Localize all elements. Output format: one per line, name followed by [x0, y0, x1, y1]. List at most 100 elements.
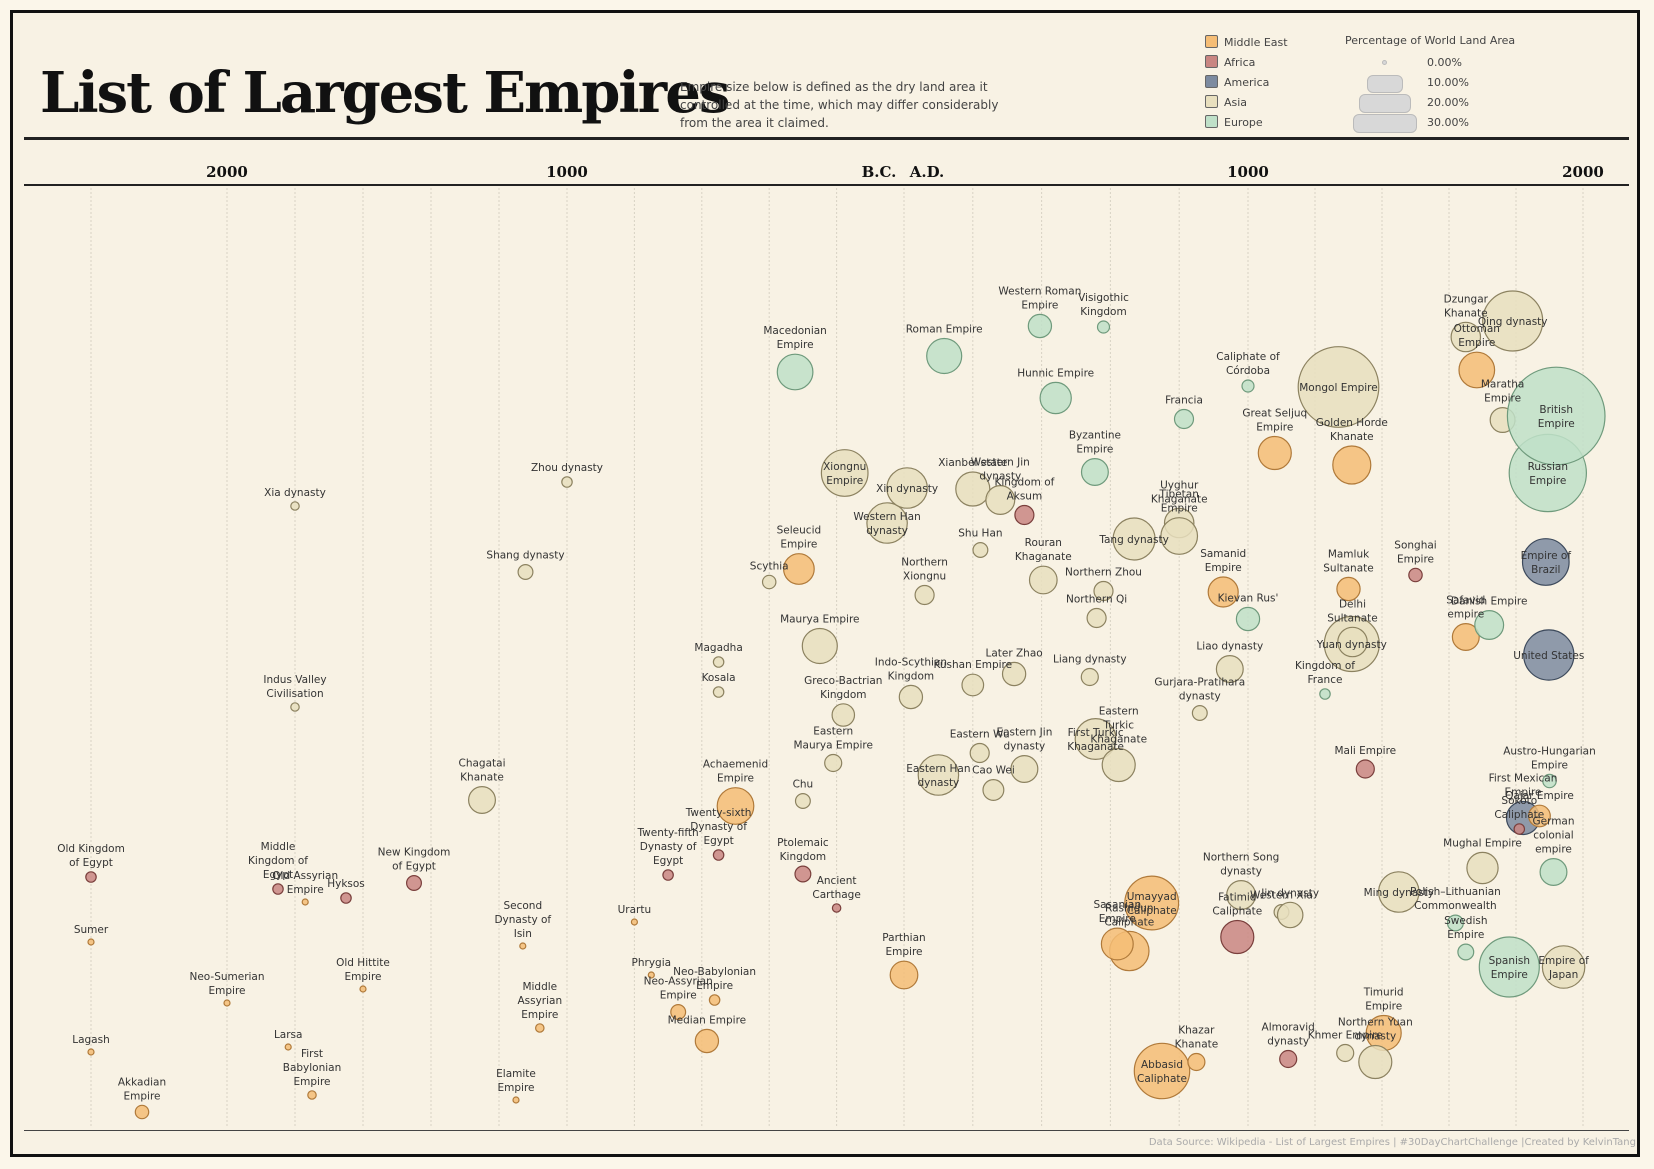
empire-bubble[interactable]	[982, 778, 1005, 801]
empire-bubble[interactable]	[1528, 804, 1551, 828]
empire-bubble[interactable]	[662, 869, 674, 881]
empire-bubble[interactable]	[1513, 823, 1526, 835]
empire-bubble[interactable]	[1336, 576, 1361, 602]
empire-bubble[interactable]	[1124, 875, 1180, 931]
empire-bubble[interactable]	[1191, 704, 1208, 721]
empire-bubble[interactable]	[716, 787, 755, 825]
empire-bubble[interactable]	[1279, 1049, 1298, 1069]
empire-bubble[interactable]	[284, 1043, 292, 1051]
empire-bubble[interactable]	[794, 792, 811, 809]
empire-bubble[interactable]	[1458, 351, 1496, 389]
empire-bubble[interactable]	[1207, 576, 1239, 608]
empire-bubble[interactable]	[134, 1104, 150, 1120]
empire-bubble[interactable]	[866, 502, 908, 544]
empire-bubble[interactable]	[85, 871, 97, 883]
empire-bubble[interactable]	[512, 1096, 520, 1104]
empire-bubble[interactable]	[1474, 609, 1505, 640]
empire-bubble[interactable]	[1187, 1052, 1206, 1072]
empire-bubble[interactable]	[926, 337, 963, 375]
empire-bubble[interactable]	[776, 353, 814, 391]
empire-bubble[interactable]	[712, 686, 725, 698]
empire-bubble[interactable]	[783, 553, 815, 585]
empire-bubble[interactable]	[1506, 366, 1606, 466]
empire-bubble[interactable]	[1086, 607, 1107, 629]
empire-bubble[interactable]	[1257, 435, 1292, 471]
empire-bubble[interactable]	[1027, 313, 1053, 339]
empire-bubble[interactable]	[1355, 759, 1375, 779]
empire-bubble[interactable]	[761, 574, 777, 590]
empire-bubble[interactable]	[1080, 458, 1109, 487]
empire-bubble[interactable]	[694, 1028, 720, 1054]
empire-bubble[interactable]	[917, 754, 960, 796]
empire-bubble[interactable]	[1478, 936, 1540, 998]
empire-bubble[interactable]	[1093, 580, 1114, 602]
empire-bubble[interactable]	[630, 918, 639, 926]
empire-bubble[interactable]	[801, 627, 838, 665]
empire-bubble[interactable]	[272, 883, 284, 895]
empire-bubble[interactable]	[1028, 565, 1058, 595]
empire-bubble[interactable]	[712, 849, 725, 861]
empire-bubble[interactable]	[290, 501, 300, 511]
empire-bubble[interactable]	[1521, 538, 1570, 586]
empire-bubble[interactable]	[1541, 945, 1586, 989]
empire-bubble[interactable]	[1408, 567, 1423, 583]
empire-bubble[interactable]	[307, 1090, 317, 1100]
empire-bubble[interactable]	[1160, 517, 1199, 555]
empire-bubble[interactable]	[534, 1023, 545, 1033]
empire-bubble[interactable]	[1001, 661, 1027, 687]
empire-bubble[interactable]	[1100, 927, 1134, 961]
empire-bubble[interactable]	[561, 476, 573, 488]
empire-bubble[interactable]	[1482, 290, 1544, 352]
empire-bubble[interactable]	[1542, 773, 1557, 789]
empire-bubble[interactable]	[1337, 626, 1368, 658]
empire-bubble[interactable]	[1319, 688, 1331, 700]
empire-bubble[interactable]	[223, 999, 231, 1007]
empire-bubble[interactable]	[1378, 871, 1420, 913]
empire-bubble[interactable]	[1039, 381, 1072, 415]
empire-bubble[interactable]	[1014, 504, 1035, 526]
empire-bubble[interactable]	[290, 702, 300, 712]
empire-bubble[interactable]	[340, 892, 352, 904]
empire-bubble[interactable]	[1235, 606, 1261, 632]
empire-bubble[interactable]	[1358, 1044, 1393, 1080]
empire-bubble[interactable]	[794, 865, 812, 883]
empire-bubble[interactable]	[985, 485, 1016, 516]
empire-bubble[interactable]	[1215, 654, 1244, 683]
empire-bubble[interactable]	[1539, 857, 1568, 886]
empire-bubble[interactable]	[87, 938, 95, 946]
empire-bubble[interactable]	[1112, 517, 1156, 561]
empire-bubble[interactable]	[1010, 754, 1039, 783]
empire-bubble[interactable]	[969, 742, 990, 764]
empire-bubble[interactable]	[301, 898, 309, 906]
empire-bubble[interactable]	[1450, 321, 1482, 353]
empire-bubble[interactable]	[1276, 901, 1304, 929]
empire-bubble[interactable]	[647, 971, 655, 979]
empire-bubble[interactable]	[1074, 717, 1117, 760]
empire-bubble[interactable]	[359, 985, 367, 993]
empire-bubble[interactable]	[406, 874, 423, 891]
empire-bubble[interactable]	[961, 673, 985, 697]
empire-bubble[interactable]	[1446, 914, 1464, 932]
empire-bubble[interactable]	[1220, 919, 1255, 955]
empire-bubble[interactable]	[1241, 379, 1255, 393]
empire-bubble[interactable]	[898, 684, 924, 710]
empire-bubble[interactable]	[824, 753, 843, 773]
empire-bubble[interactable]	[886, 467, 928, 509]
empire-bubble[interactable]	[87, 1048, 95, 1056]
empire-bubble[interactable]	[468, 785, 497, 814]
empire-bubble[interactable]	[972, 541, 989, 558]
empire-bubble[interactable]	[712, 656, 725, 668]
empire-bubble[interactable]	[1466, 851, 1499, 885]
empire-bubble[interactable]	[1101, 747, 1136, 783]
empire-bubble[interactable]	[955, 471, 991, 507]
empire-bubble[interactable]	[1523, 629, 1575, 681]
empire-bubble[interactable]	[1451, 622, 1480, 651]
empire-bubble[interactable]	[1297, 346, 1380, 428]
empire-bubble[interactable]	[1096, 320, 1111, 334]
empire-bubble[interactable]	[1336, 1043, 1355, 1063]
empire-bubble[interactable]	[517, 563, 534, 580]
empire-bubble[interactable]	[1173, 408, 1195, 430]
empire-bubble[interactable]	[831, 903, 842, 913]
empire-bubble[interactable]	[519, 942, 527, 950]
empire-bubble[interactable]	[889, 960, 919, 990]
